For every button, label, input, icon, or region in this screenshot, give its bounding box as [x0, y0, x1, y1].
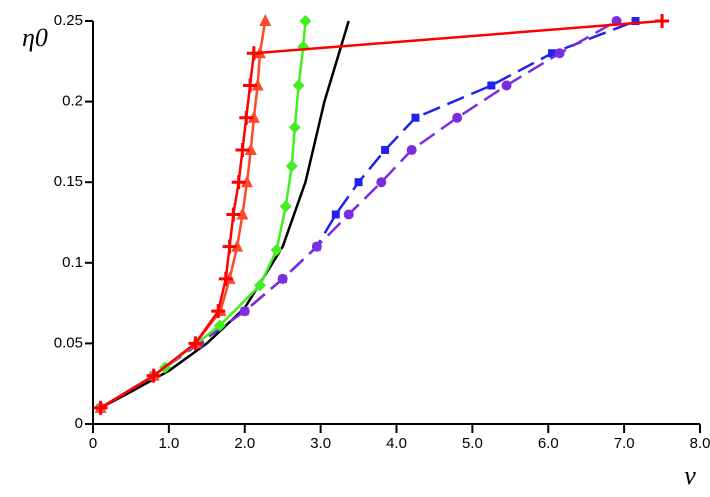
marker: [288, 121, 301, 134]
marker: [246, 46, 261, 61]
marker: [218, 271, 233, 286]
x-tick-label: 4.0: [386, 435, 407, 452]
marker: [93, 400, 108, 415]
marker: [285, 160, 298, 173]
marker: [343, 209, 354, 220]
marker: [239, 306, 250, 317]
marker: [236, 207, 249, 220]
marker: [554, 48, 565, 59]
marker: [279, 200, 292, 213]
marker: [239, 110, 254, 125]
marker: [655, 14, 670, 28]
marker: [146, 368, 161, 383]
x-tick-label: 3.0: [310, 435, 331, 452]
series-line: [99, 19, 618, 409]
marker: [297, 40, 310, 53]
x-tick-label: 6.0: [538, 435, 559, 452]
y-tick-label: 0.25: [54, 12, 83, 29]
marker: [213, 319, 226, 332]
series-line: [100, 20, 350, 409]
marker: [241, 175, 254, 188]
marker: [270, 243, 283, 256]
marker: [381, 145, 390, 154]
marker: [211, 304, 226, 319]
series-line: [99, 19, 663, 409]
marker: [188, 336, 203, 351]
series-line: [99, 19, 636, 409]
marker: [231, 175, 246, 190]
marker: [244, 142, 257, 155]
marker: [243, 78, 258, 93]
marker: [226, 207, 241, 222]
marker: [501, 80, 512, 91]
marker: [331, 210, 340, 219]
marker: [231, 239, 244, 252]
marker: [631, 17, 640, 25]
marker: [251, 78, 264, 91]
y-tick-label: 0.2: [62, 93, 83, 110]
marker: [311, 241, 322, 252]
series-line: [99, 20, 307, 409]
marker: [292, 79, 305, 92]
y-axis-label: η0: [22, 23, 48, 52]
x-tick-label: 1.0: [158, 435, 179, 452]
marker: [222, 239, 237, 254]
x-axis-label: v: [684, 461, 696, 490]
y-tick-label: 0.15: [54, 173, 83, 190]
marker: [487, 81, 496, 90]
marker: [354, 178, 363, 187]
y-tick-label: 0.05: [54, 334, 83, 351]
y-tick-label: 0.1: [62, 254, 83, 271]
marker: [253, 279, 266, 292]
x-tick-label: 7.0: [614, 435, 635, 452]
x-tick-label: 5.0: [462, 435, 483, 452]
marker: [376, 177, 387, 188]
x-tick-label: 2.0: [234, 435, 255, 452]
marker: [277, 273, 288, 284]
marker: [299, 15, 312, 27]
x-tick-label: 8.0: [690, 435, 710, 452]
marker: [548, 49, 557, 58]
marker: [406, 144, 417, 155]
marker: [452, 112, 463, 123]
marker: [259, 14, 272, 26]
y-tick-label: 0: [75, 415, 83, 432]
marker: [411, 113, 420, 122]
marker: [235, 142, 250, 157]
marker: [247, 110, 260, 123]
x-tick-label: 0: [89, 435, 97, 452]
